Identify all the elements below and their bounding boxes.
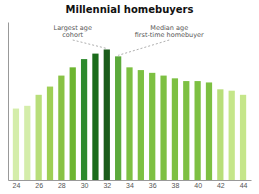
bar bbox=[149, 73, 155, 180]
bar bbox=[24, 106, 30, 180]
chart: 24 26 28 30 32 34 36 38 40 42 44 Largest agecohort M… bbox=[0, 0, 259, 194]
x-tick: 30 bbox=[81, 180, 89, 189]
annotation: Largest agecohort bbox=[54, 24, 92, 39]
bar bbox=[183, 81, 189, 180]
title: Millennial homebuyers bbox=[66, 4, 194, 15]
annotation-line: cohort bbox=[62, 31, 83, 39]
x-tick-label: 30 bbox=[81, 182, 89, 189]
bar bbox=[160, 76, 166, 180]
x-tick-label: 40 bbox=[194, 182, 202, 189]
bar bbox=[206, 82, 212, 180]
bar bbox=[126, 67, 132, 180]
x-axis: 24 26 28 30 32 34 36 38 40 42 44 bbox=[9, 180, 252, 189]
x-tick: 38 bbox=[172, 180, 180, 189]
x-tick: 34 bbox=[126, 180, 134, 189]
x-tick-label: 26 bbox=[35, 182, 43, 189]
x-tick: 44 bbox=[240, 180, 248, 189]
bar bbox=[138, 70, 144, 180]
y-axis bbox=[8, 23, 9, 181]
bar bbox=[47, 87, 53, 180]
bar bbox=[115, 56, 121, 180]
annotation: Median agefirst-time homebuyer bbox=[135, 24, 204, 39]
x-tick-label: 44 bbox=[240, 182, 248, 189]
x-tick: 42 bbox=[217, 180, 225, 189]
y-axis-line bbox=[8, 23, 9, 181]
x-tick-label: 28 bbox=[58, 182, 66, 189]
x-tick-label: 34 bbox=[126, 182, 134, 189]
x-tick: 40 bbox=[194, 180, 202, 189]
annotation-leader bbox=[118, 40, 169, 55]
annotation-leader bbox=[73, 40, 107, 48]
bar bbox=[240, 95, 246, 180]
x-tick-label: 32 bbox=[103, 182, 111, 189]
x-tick: 24 bbox=[13, 180, 21, 189]
bar bbox=[104, 49, 110, 180]
bar bbox=[92, 54, 98, 180]
annotations: Largest agecohort Median agefirst-time ho… bbox=[54, 24, 205, 55]
bar bbox=[229, 91, 235, 180]
x-tick: 28 bbox=[58, 180, 66, 189]
x-tick: 32 bbox=[103, 180, 111, 189]
bar bbox=[58, 76, 64, 180]
bar bbox=[36, 95, 42, 180]
bar bbox=[81, 59, 87, 180]
x-tick-label: 24 bbox=[13, 182, 21, 189]
bar bbox=[13, 109, 19, 180]
x-tick-label: 36 bbox=[149, 182, 157, 189]
x-tick: 36 bbox=[149, 180, 157, 189]
bar bbox=[217, 89, 223, 180]
annotation-line: first-time homebuyer bbox=[135, 31, 204, 39]
bars bbox=[13, 49, 246, 180]
x-tick: 26 bbox=[35, 180, 43, 189]
x-tick-label: 42 bbox=[217, 182, 225, 189]
bar bbox=[70, 67, 76, 180]
x-axis-line bbox=[9, 180, 252, 181]
bar bbox=[172, 78, 178, 180]
x-tick-label: 38 bbox=[172, 182, 180, 189]
bar bbox=[195, 81, 201, 180]
plot: 24 26 28 30 32 34 36 38 40 42 44 Largest agecohort M… bbox=[9, 23, 252, 189]
